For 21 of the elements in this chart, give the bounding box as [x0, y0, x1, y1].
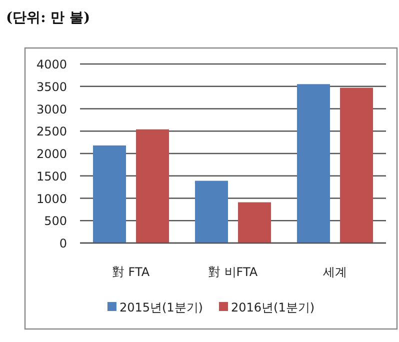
y-tick-label: 3000 — [36, 102, 67, 116]
x-tick-label: 對 비FTA — [208, 265, 258, 279]
bar — [195, 180, 228, 243]
y-tick-label: 4000 — [36, 58, 67, 72]
chart-title: (단위: 만 불) — [6, 10, 90, 26]
bar — [238, 202, 271, 243]
y-tick-label: 2000 — [36, 147, 67, 161]
y-tick-label: 500 — [44, 214, 67, 228]
y-tick-label: 2500 — [36, 124, 67, 139]
y-tick-label: 1500 — [36, 169, 67, 184]
y-tick-label: 0 — [59, 236, 67, 250]
x-tick-label: 세계 — [323, 265, 347, 279]
bar — [93, 145, 126, 243]
y-tick-label: 1000 — [36, 192, 67, 206]
bar — [297, 84, 330, 243]
legend-label: 2015년(1분기) — [119, 300, 203, 314]
x-tick-label: 對 FTA — [112, 265, 150, 279]
bar — [340, 88, 373, 243]
legend-label: 2016년(1분기) — [231, 300, 315, 314]
y-tick-label: 3500 — [36, 80, 67, 94]
bar — [136, 129, 169, 243]
